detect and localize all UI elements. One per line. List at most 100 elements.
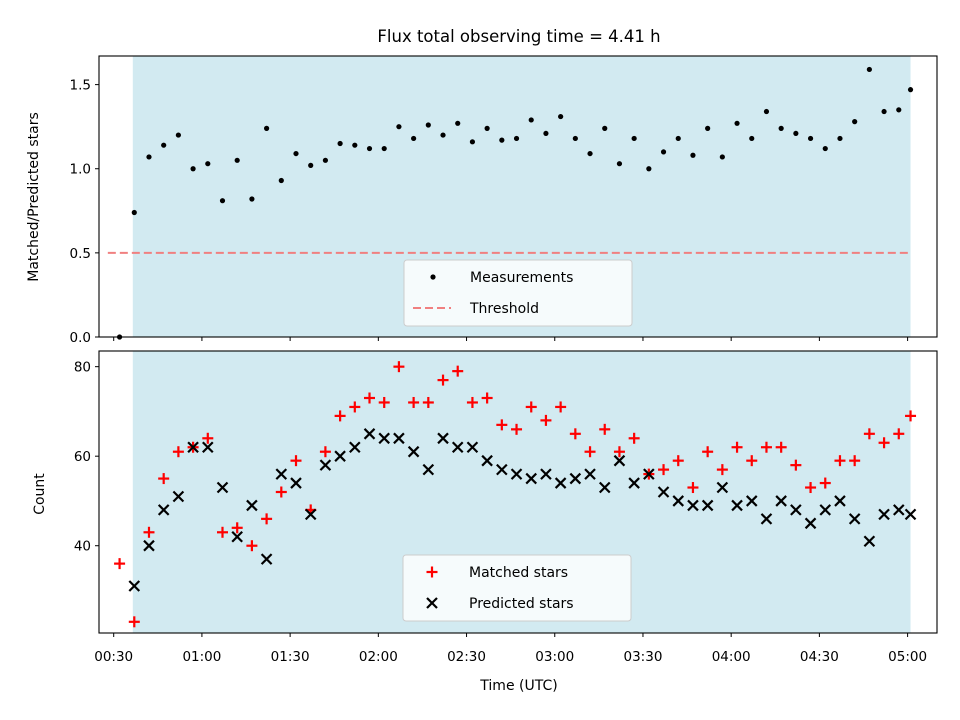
marker-dot <box>381 145 387 152</box>
top-series0-point <box>896 107 902 113</box>
top-series0-point <box>249 196 255 202</box>
bottom-series1-point <box>672 495 685 507</box>
chart-title: Flux total observing time = 4.41 h <box>377 27 660 46</box>
bottom-series0-point <box>114 558 126 570</box>
bottom-series1-point <box>437 432 449 445</box>
bottom-series0-point <box>481 392 493 404</box>
marker-dot <box>631 135 637 142</box>
marker-dot <box>866 66 872 73</box>
top-series0-point <box>587 150 593 157</box>
marker-stroke <box>319 459 332 471</box>
bottom-series1-point <box>128 580 141 592</box>
top-ytick-label: 0.5 <box>70 246 91 262</box>
bottom-series1-point <box>687 499 699 512</box>
marker-dot <box>440 132 446 138</box>
marker-stroke <box>598 481 611 494</box>
bottom-series1-point <box>510 468 523 480</box>
bottom-series0-point <box>437 374 449 386</box>
top-series0-point <box>264 125 270 131</box>
bottom-series0-point <box>716 464 728 476</box>
bottom-series1-point <box>628 477 640 489</box>
marker-stroke <box>790 504 802 516</box>
marker-dot <box>778 125 784 131</box>
bottom-series0-point <box>569 428 581 440</box>
top-series0-point <box>337 140 343 147</box>
top-legend-label: Measurements <box>470 270 573 286</box>
bottom-series1-point <box>157 504 170 516</box>
marker-stroke <box>437 432 449 445</box>
bottom-series0-point <box>525 401 537 413</box>
marker-dot <box>322 157 329 163</box>
bottom-series0-point <box>290 455 302 467</box>
marker-stroke <box>760 513 773 525</box>
top-series0-point <box>543 130 549 137</box>
marker-dot <box>749 135 755 142</box>
top-series0-point <box>440 132 446 138</box>
marker-stroke <box>246 499 258 512</box>
marker-dot <box>425 122 431 128</box>
top-series0-point <box>219 198 226 204</box>
bottom-xtick-label: 02:30 <box>447 649 486 665</box>
bottom-series1-point <box>172 490 185 503</box>
marker-dot <box>249 196 255 202</box>
bottom-series1-point <box>554 477 567 489</box>
top-series0-point <box>690 152 696 158</box>
marker-stroke <box>731 499 743 512</box>
top-axes-frame <box>98 55 938 338</box>
bottom-xtick-label: 03:30 <box>624 649 663 665</box>
top-series0-point <box>837 135 843 142</box>
marker-dot <box>793 130 799 137</box>
marker-stroke <box>904 508 917 521</box>
bottom-series0-point <box>172 446 184 458</box>
bottom-series0-point <box>790 459 802 471</box>
marker-stroke <box>260 553 273 565</box>
top-ytick-label: 1.0 <box>70 162 91 178</box>
bottom-series0-point <box>319 446 331 458</box>
marker-stroke <box>231 530 243 543</box>
bottom-legend-swatch <box>426 566 438 578</box>
bottom-series1-point <box>481 454 493 467</box>
top-ytick-label: 1.5 <box>70 78 91 94</box>
bottom-series1-point <box>349 441 361 454</box>
bottom-series1-point <box>231 530 243 543</box>
top-series0-point <box>352 142 358 148</box>
marker-dot <box>219 198 226 204</box>
top-series0-point <box>749 135 755 142</box>
marker-dot <box>705 125 711 131</box>
marker-stroke <box>363 428 376 440</box>
top-series0-point <box>469 139 476 145</box>
top-series0-point <box>175 132 181 138</box>
bottom-series0-point <box>128 616 140 628</box>
marker-dot <box>484 125 490 131</box>
bottom-series0-point <box>158 473 170 485</box>
bottom-series0-point <box>702 446 714 458</box>
bottom-series1-point <box>716 481 729 494</box>
marker-dot <box>337 140 343 147</box>
bottom-series1-point <box>657 486 670 498</box>
marker-stroke <box>775 495 787 507</box>
bottom-series1-point <box>731 499 743 512</box>
bottom-xtick-label: 01:30 <box>271 649 310 665</box>
marker-stroke <box>848 513 861 525</box>
marker-stroke <box>426 597 438 609</box>
bottom-series0-point <box>202 432 214 444</box>
marker-dot <box>837 135 843 142</box>
marker-dot <box>455 120 461 126</box>
bottom-series1-point <box>496 463 508 476</box>
bottom-series0-point <box>863 428 875 440</box>
top-series0-point <box>293 150 299 157</box>
top-series0-point <box>572 135 578 142</box>
marker-stroke <box>451 441 464 454</box>
marker-stroke <box>628 477 640 489</box>
top-series0-point <box>631 135 637 142</box>
bottom-series0-point <box>349 401 361 413</box>
bottom-series0-point <box>905 410 917 422</box>
marker-stroke <box>128 580 141 592</box>
marker-stroke <box>422 463 435 476</box>
bottom-series0-point <box>746 455 758 467</box>
marker-stroke <box>157 504 170 516</box>
marker-dot <box>822 145 828 152</box>
bottom-series0-point <box>893 428 905 440</box>
marker-dot <box>293 150 299 157</box>
bottom-series1-point <box>892 504 905 516</box>
